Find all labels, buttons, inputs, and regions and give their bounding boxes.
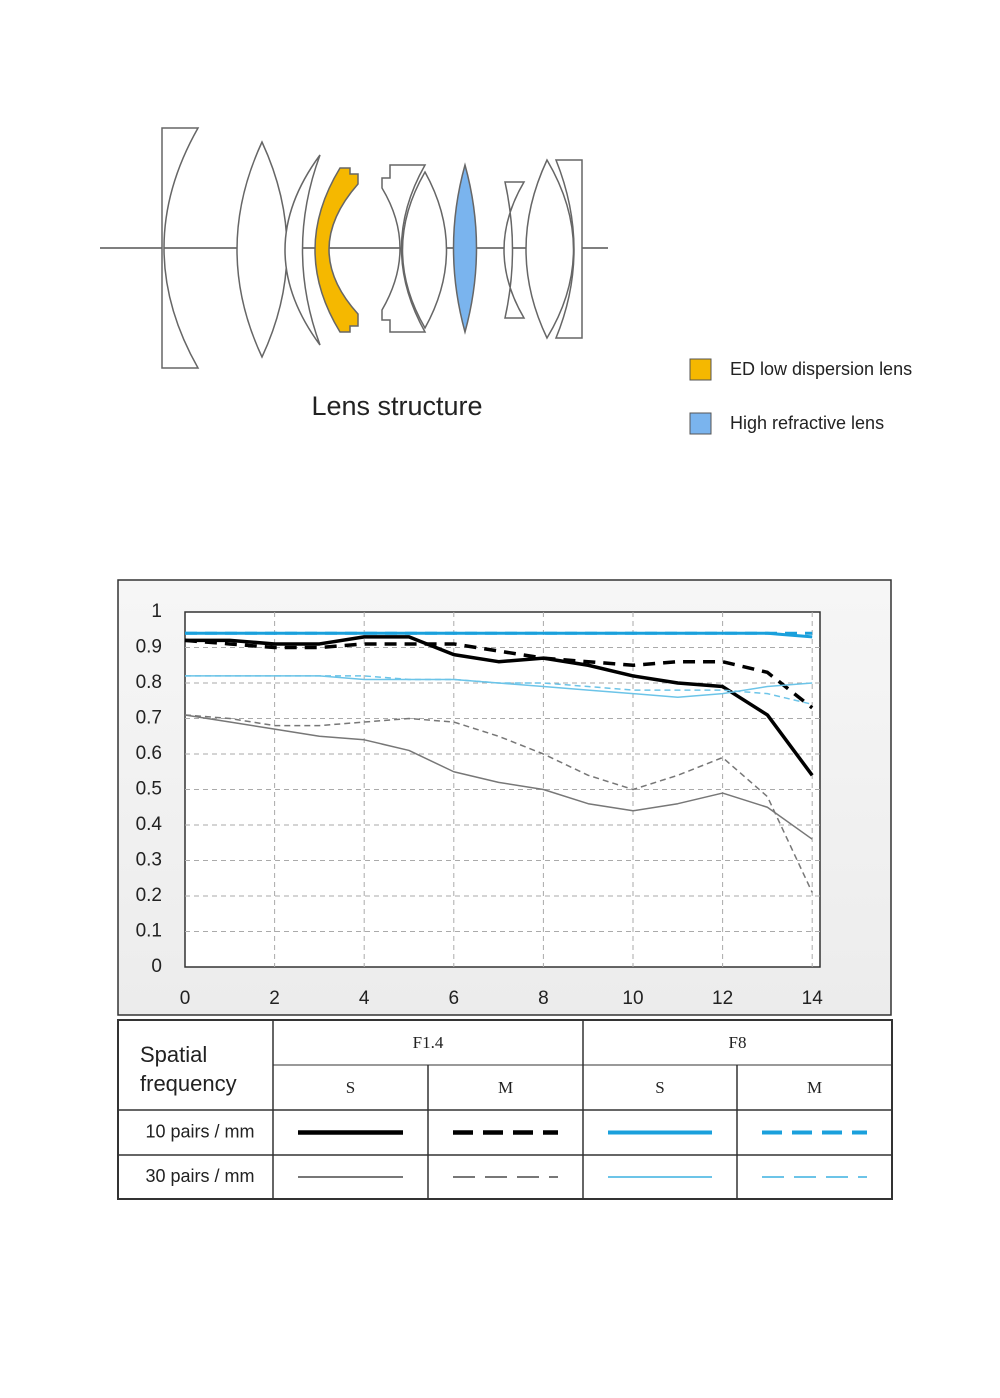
lens-element	[284, 154, 321, 346]
y-tick-label: 0.4	[136, 814, 163, 835]
series-line	[184, 714, 813, 893]
x-tick-label: 12	[712, 988, 733, 1009]
lens-element	[525, 158, 575, 340]
chart: 00.10.20.30.40.50.60.70.80.910 2 4 6 8 10 12 14	[136, 601, 824, 1009]
y-tick-label: 0.8	[136, 672, 162, 693]
row-label: 30 pairs / mm	[145, 1166, 254, 1186]
row-label: 10 pairs / mm	[145, 1121, 254, 1141]
x-tick-label: 6	[449, 988, 460, 1009]
series-line	[185, 675, 813, 706]
lens-element	[236, 140, 288, 359]
legend-table: Spatial frequency F1.4 F8 S M S M 10 pairs / mm 3…	[117, 1019, 893, 1200]
lens-element	[401, 170, 448, 330]
y-tick-label: 0.9	[136, 637, 162, 658]
series-line	[185, 635, 814, 777]
lens-caption: Lens structure	[311, 391, 482, 421]
table-header: Spatial frequency	[140, 1042, 237, 1096]
y-tick-label: 0.5	[136, 779, 162, 800]
x-tick-label: 2	[269, 988, 280, 1009]
lens-element	[503, 181, 526, 319]
y-tick-label: 0.2	[136, 885, 162, 906]
lens-element	[161, 127, 200, 369]
aperture-label: F8	[729, 1033, 747, 1052]
ed-lens	[314, 167, 359, 333]
y-tick-label: 0.1	[136, 921, 162, 942]
y-tick-label: 0	[151, 956, 162, 977]
high-refractive-lens	[452, 162, 478, 335]
type-label: S	[346, 1078, 355, 1097]
y-tick-label: 1	[151, 601, 162, 622]
lens-diagram: Lens structure ED low dispersion lens Hi…	[100, 127, 912, 435]
y-tick-label: 0.3	[136, 850, 162, 871]
type-label: M	[498, 1078, 513, 1097]
y-tick-label: 0.6	[136, 743, 162, 764]
legend-swatch	[689, 412, 712, 435]
legend-label: High refractive lens	[730, 413, 884, 433]
x-tick-label: 0	[180, 988, 191, 1009]
type-label: M	[807, 1078, 822, 1097]
lens-element	[381, 164, 427, 333]
series-line	[184, 638, 814, 710]
aperture-label: F1.4	[413, 1033, 444, 1052]
x-tick-label: 4	[359, 988, 370, 1009]
series-line	[184, 714, 813, 840]
y-tick-label: 0.7	[136, 708, 162, 729]
legend-swatch	[689, 358, 712, 381]
x-tick-label: 14	[802, 988, 824, 1009]
legend-label: ED low dispersion lens	[730, 359, 912, 379]
lens-element	[554, 159, 583, 339]
x-tick-label: 8	[538, 988, 549, 1009]
type-label: S	[655, 1078, 664, 1097]
x-tick-label: 10	[622, 988, 643, 1009]
